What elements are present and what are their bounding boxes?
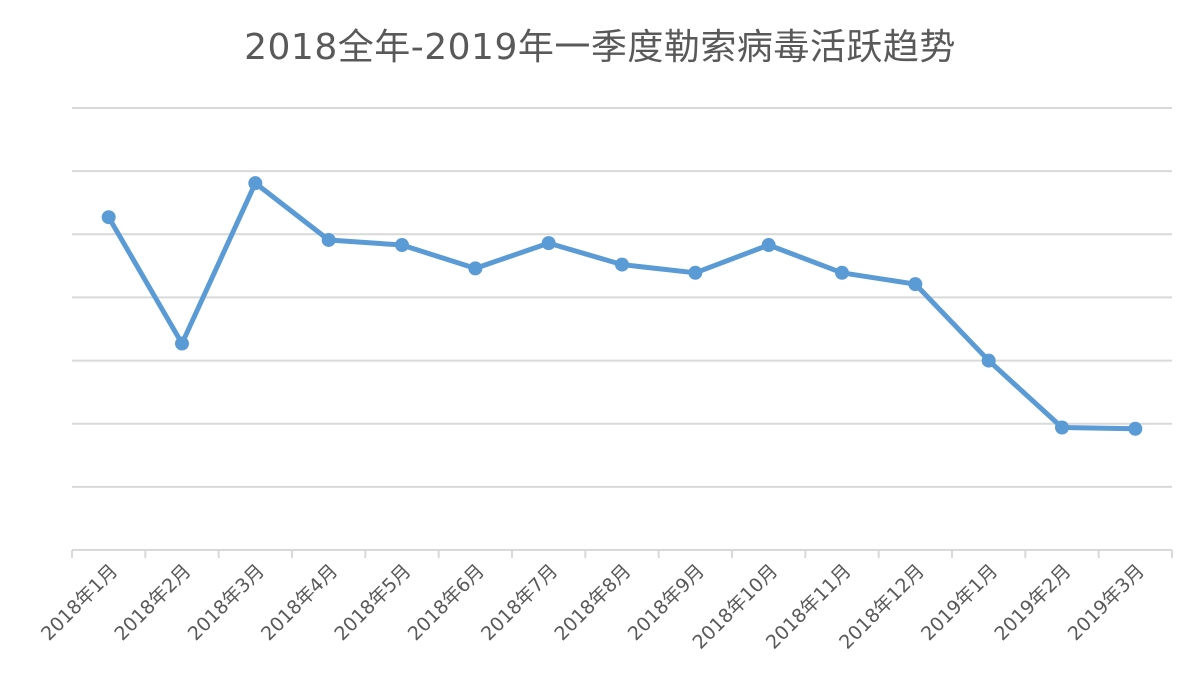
data-point-0 [101, 210, 116, 225]
data-point-9 [761, 238, 776, 253]
x-tick-label-13: 2019年2月 [990, 560, 1075, 645]
gridlines [72, 107, 1172, 488]
data-point-10 [835, 265, 849, 280]
x-tick-label-14: 2019年3月 [1064, 560, 1149, 645]
x-tick-label-4: 2018年5月 [330, 560, 415, 645]
x-tick-labels: 2018年1月2018年2月2018年3月2018年4月2018年5月2018年… [37, 560, 1149, 654]
x-tick-label-2: 2018年3月 [184, 560, 269, 645]
x-axis [71, 549, 1173, 558]
data-point-7 [615, 257, 629, 272]
x-tick-label-1: 2018年2月 [110, 560, 195, 645]
x-tick-label-12: 2019年1月 [917, 560, 1002, 645]
x-tick-label-7: 2018年8月 [550, 560, 635, 645]
data-point-1 [175, 336, 189, 351]
series-line-0 [106, 180, 1138, 432]
data-point-5 [468, 261, 483, 276]
data-point-12 [981, 353, 996, 368]
chart-title: 2018全年-2019年一季度勒索病毒活跃趋势 [244, 27, 956, 68]
data-point-13 [1055, 420, 1069, 435]
data-point-4 [395, 238, 409, 253]
data-point-3 [321, 232, 336, 247]
x-tick-label-6: 2018年7月 [477, 560, 562, 645]
data-point-8 [688, 265, 703, 280]
data-point-14 [1128, 421, 1143, 436]
data-point-11 [908, 277, 923, 292]
series-layer [101, 176, 1143, 436]
x-tick-label-5: 2018年6月 [404, 560, 489, 645]
data-point-6 [541, 236, 556, 251]
x-tick-label-0: 2018年1月 [37, 560, 122, 645]
x-tick-label-3: 2018年4月 [257, 560, 342, 645]
data-point-2 [248, 176, 263, 191]
